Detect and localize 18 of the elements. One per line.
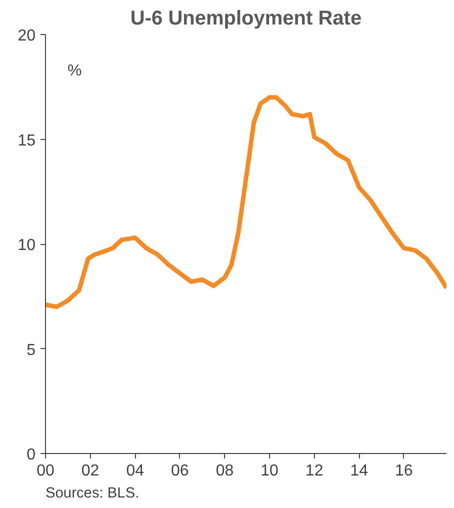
x-tick-label: 02 [81,462,100,480]
x-tick-label: 14 [350,462,368,480]
y-tick-label: 5 [26,342,36,359]
line-series [46,95,446,310]
chart-title: U-6 Unemployment Rate [130,8,362,30]
x-tick-label: 16 [395,462,413,480]
x-tick-label: 08 [216,462,234,480]
x-tick-label: 04 [126,462,144,480]
y-axis-title: % [68,62,82,80]
y-tick-label: 20 [18,28,36,44]
x-tick-label: 00 [36,462,54,480]
y-tick-label: 15 [18,132,36,150]
x-tick-label: 06 [171,462,189,480]
y-tick-label: 10 [18,237,36,254]
y-tick-label: 0 [26,446,36,464]
source-note: Sources: BLS. [46,486,140,502]
x-tick-label: 12 [305,462,324,480]
x-tick-label: 10 [260,462,279,480]
